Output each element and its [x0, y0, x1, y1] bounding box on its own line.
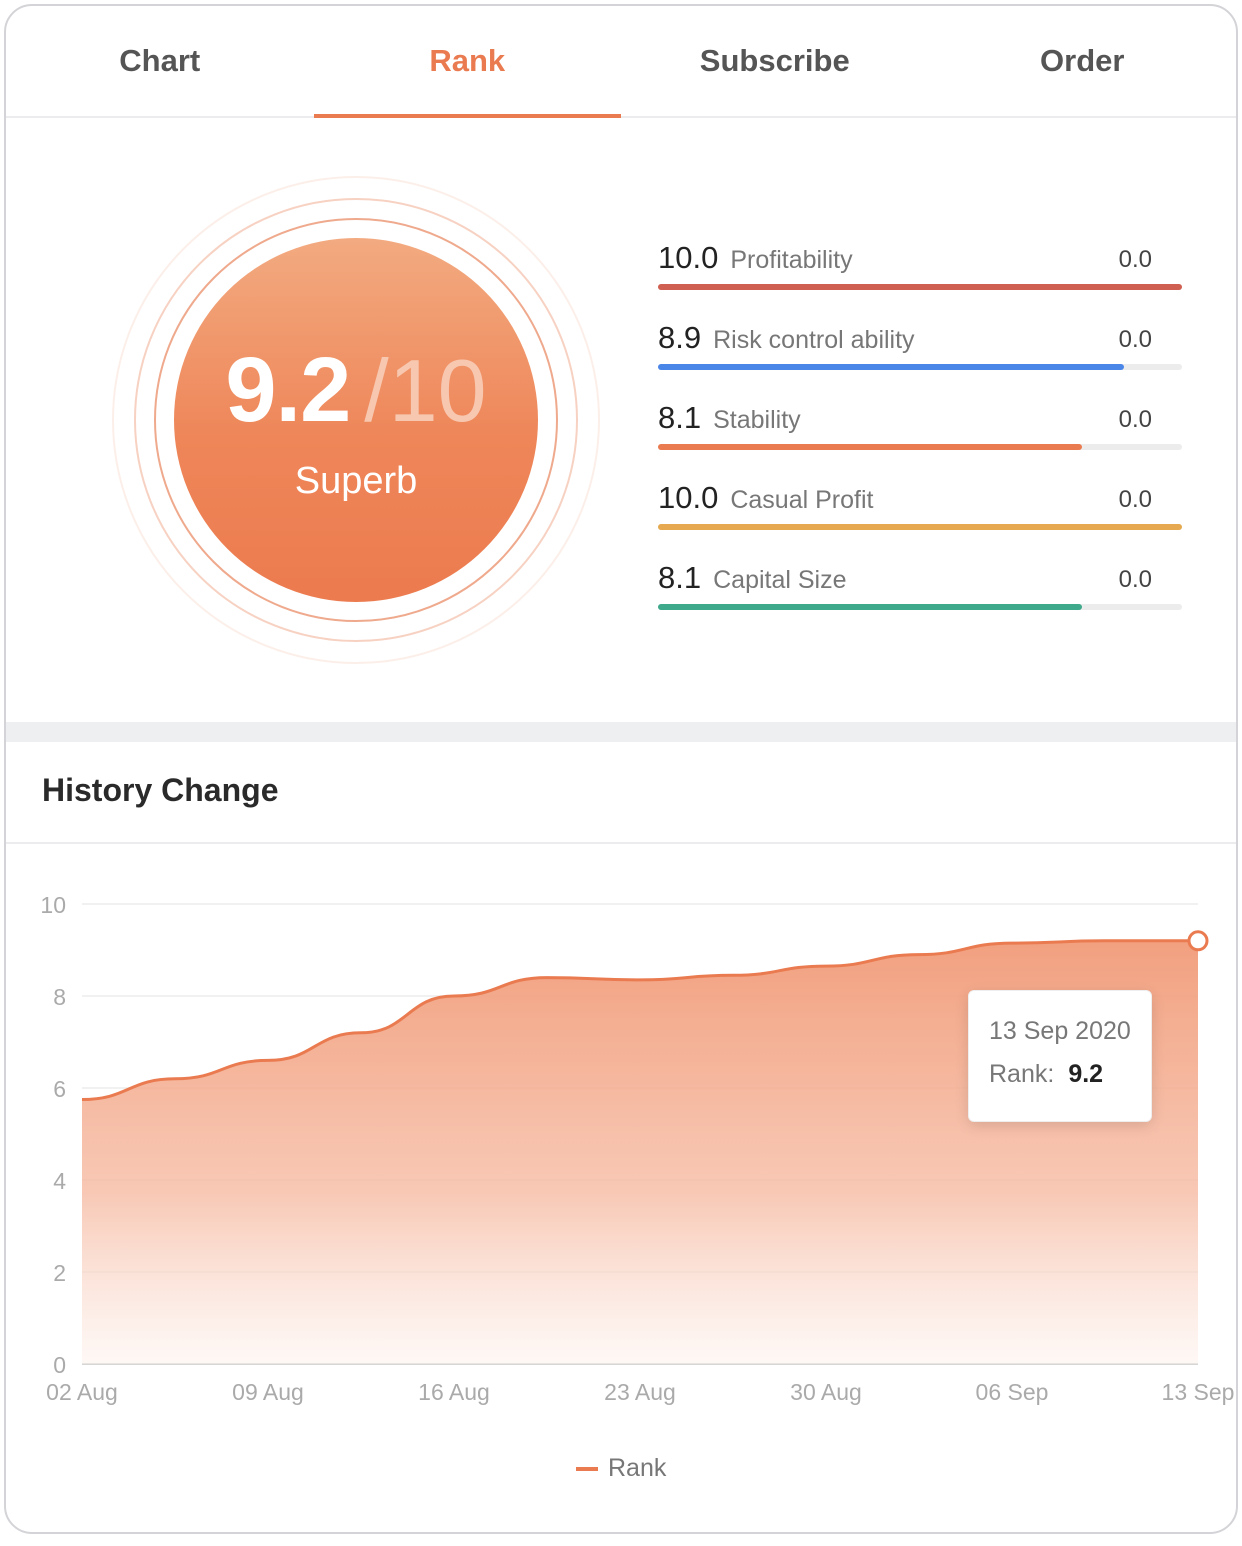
x-tick-label: 09 Aug [232, 1379, 304, 1405]
metric-list: 10.0 Profitability 0.0 8.9 Risk control ab… [658, 232, 1182, 632]
metric-secondary-value: 0.0 [1118, 246, 1152, 273]
score-ring-outer [112, 176, 600, 664]
metric-track [658, 604, 1182, 610]
tab-subscribe[interactable]: Subscribe [699, 43, 850, 78]
score-ring-middle [134, 198, 578, 642]
score-max: /10 [364, 341, 487, 440]
score-ring-inner [154, 218, 558, 622]
x-tick-label: 23 Aug [604, 1379, 676, 1405]
chart-tooltip: 13 Sep 2020 Rank: 9.2 [968, 990, 1152, 1122]
history-divider [6, 842, 1236, 844]
y-tick-label: 10 [40, 892, 66, 918]
metric-casual-profit: 10.0 Casual Profit 0.0 [658, 472, 1182, 552]
metric-track [658, 444, 1182, 450]
metric-secondary-value: 0.0 [1118, 326, 1152, 353]
tooltip-value: 9.2 [1068, 1060, 1104, 1088]
legend-swatch [576, 1466, 598, 1471]
section-divider [6, 722, 1236, 742]
metric-name: Stability [713, 406, 801, 434]
metric-value: 8.9 [658, 320, 702, 355]
metric-secondary-value: 0.0 [1118, 486, 1152, 513]
metric-name: Capital Size [713, 566, 847, 594]
metric-name: Risk control ability [713, 326, 915, 354]
metric-secondary-value: 0.0 [1118, 406, 1152, 433]
metric-track [658, 524, 1182, 530]
score-label: Superb [294, 460, 418, 502]
chart-legend[interactable]: Rank [576, 1454, 666, 1483]
metric-capital-size: 8.1 Capital Size 0.0 [658, 552, 1182, 632]
metric-track [658, 284, 1182, 290]
metric-track [658, 364, 1182, 370]
metric-value: 8.1 [658, 400, 702, 435]
score-circle: 9.2/10 Superb [174, 238, 538, 602]
metric-value: 10.0 [658, 240, 719, 275]
score-value: 9.2 [225, 339, 351, 441]
metric-profitability: 10.0 Profitability 0.0 [658, 232, 1182, 312]
metric-risk-control: 8.9 Risk control ability 0.0 [658, 312, 1182, 392]
rank-point-highlight [1187, 930, 1209, 952]
history-chart[interactable]: 0 2 4 6 8 10 02 Aug 09 Aug 16 Aug 23 Aug 30 Aug 06 … [6, 6, 1236, 1532]
metric-bar [658, 444, 1083, 450]
x-tick-label: 16 Aug [418, 1379, 490, 1405]
y-tick-label: 6 [53, 1076, 66, 1102]
metric-value: 10.0 [658, 480, 719, 515]
tab-order[interactable]: Order [1040, 43, 1125, 78]
rank-panel: Chart Rank Subscribe Order 9.2/10 Superb… [4, 4, 1238, 1534]
y-tick-label: 4 [53, 1168, 66, 1194]
tab-chart[interactable]: Chart [119, 43, 201, 78]
metric-bar [658, 284, 1182, 290]
metric-name: Profitability [730, 246, 853, 274]
tooltip-label: Rank: [989, 1060, 1055, 1088]
y-tick-label: 8 [53, 984, 66, 1010]
metric-bar [658, 524, 1182, 530]
metric-bar [658, 364, 1125, 370]
x-tick-label: 06 Sep [976, 1379, 1049, 1405]
metric-value: 8.1 [658, 560, 702, 595]
score-badge: 9.2/10 Superb [112, 176, 600, 664]
legend-label: Rank [608, 1454, 667, 1482]
metric-stability: 8.1 Stability 0.0 [658, 392, 1182, 472]
tab-rank[interactable]: Rank [313, 6, 622, 118]
x-tick-label: 02 Aug [46, 1379, 118, 1405]
tab-bar: Chart Rank Subscribe Order [6, 6, 1236, 118]
metric-bar [658, 604, 1083, 610]
x-tick-label: 13 Sep [1162, 1379, 1235, 1405]
metric-name: Casual Profit [730, 486, 874, 514]
metric-secondary-value: 0.0 [1118, 566, 1152, 593]
score-line: 9.2/10 [174, 338, 538, 443]
y-tick-label: 2 [53, 1260, 66, 1286]
rank-area [82, 940, 1198, 1364]
history-title: History Change [42, 772, 279, 808]
tooltip-date: 13 Sep 2020 [989, 1017, 1131, 1045]
rank-line [81, 939, 1198, 1101]
y-tick-label: 0 [53, 1352, 66, 1378]
x-tick-label: 30 Aug [790, 1379, 862, 1405]
